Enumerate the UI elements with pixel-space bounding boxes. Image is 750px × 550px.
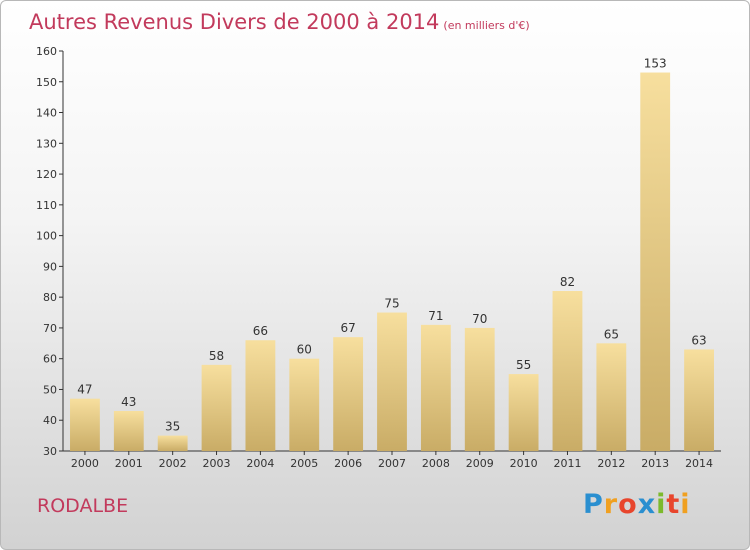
x-tick-label: 2014: [685, 457, 713, 470]
bar-2001: [113, 411, 144, 451]
bar-2012: [596, 343, 627, 451]
logo-letter: i: [656, 489, 667, 520]
y-tick-label: 40: [43, 414, 57, 427]
value-label-2014: 63: [691, 333, 706, 347]
y-axis: 30 40 50 60 70 80 90 100 110 120 130 140 150 160: [36, 45, 64, 458]
x-tick-label: 2013: [641, 457, 669, 470]
location-name: RODALBE: [37, 495, 129, 517]
bar-2006: [333, 337, 364, 451]
logo-letter: r: [603, 489, 619, 520]
x-tick-label: 2000: [71, 457, 99, 470]
value-label-2005: 60: [297, 343, 312, 357]
bars: 47 43 35 58 66 60 67 75 71 70 55 82 65 153 63: [70, 57, 714, 452]
y-tick-label: 160: [36, 45, 57, 58]
value-label-2006: 67: [340, 321, 355, 335]
y-tick-label: 150: [36, 76, 57, 89]
logo-letter: x: [637, 489, 657, 520]
x-tick-label: 2001: [115, 457, 143, 470]
y-tick-label: 80: [43, 291, 57, 304]
x-tick-label: 2009: [466, 457, 494, 470]
bar-2002: [157, 435, 188, 451]
x-tick-label: 2006: [334, 457, 362, 470]
value-label-2013: 153: [644, 57, 667, 71]
bar-2011: [552, 291, 583, 451]
x-tick-label: 2010: [510, 457, 538, 470]
value-label-2001: 43: [121, 395, 136, 409]
x-axis: 2000 2001 2002 2003 2004 2005 2006 2007 2008 2009…: [63, 450, 721, 470]
value-label-2011: 82: [560, 275, 575, 289]
logo-letter: i: [680, 489, 691, 520]
bar-2010: [508, 374, 539, 451]
value-label-2007: 75: [384, 297, 399, 311]
y-tick-label: 70: [43, 322, 57, 335]
y-tick-label: 90: [43, 260, 57, 273]
y-tick-label: 50: [43, 383, 57, 396]
y-tick-label: 100: [36, 230, 57, 243]
x-tick-label: 2007: [378, 457, 406, 470]
y-tick-label: 60: [43, 353, 57, 366]
bar-2007: [377, 312, 407, 451]
value-label-2008: 71: [428, 309, 443, 323]
x-tick-label: 2008: [422, 457, 450, 470]
bar-2000: [70, 398, 100, 451]
value-label-2009: 70: [472, 312, 487, 326]
value-label-2012: 65: [604, 327, 619, 341]
value-label-2002: 35: [165, 420, 180, 434]
value-label-2010: 55: [516, 358, 531, 372]
value-label-2000: 47: [77, 383, 92, 397]
bar-2004: [245, 340, 276, 451]
x-tick-label: 2004: [246, 457, 274, 470]
y-tick-label: 120: [36, 168, 57, 181]
bar-2009: [464, 327, 495, 451]
y-tick-label: 30: [43, 445, 57, 458]
x-tick-label: 2003: [203, 457, 231, 470]
bar-2003: [201, 364, 232, 451]
chart-title: Autres Revenus Divers de 2000 à 2014 (en …: [29, 10, 530, 34]
x-tick-label: 2002: [159, 457, 187, 470]
y-tick-label: 110: [36, 199, 57, 212]
logo-letter: o: [618, 489, 638, 520]
bar-2008: [420, 324, 451, 451]
y-tick-label: 130: [36, 137, 57, 150]
chart-subtitle: (en milliers d'€): [443, 19, 530, 32]
y-tick-label: 140: [36, 107, 57, 120]
value-label-2003: 58: [209, 349, 224, 363]
logo-letter: t: [666, 489, 681, 520]
x-tick-label: 2011: [553, 457, 581, 470]
x-tick-label: 2012: [597, 457, 625, 470]
proxiti-logo[interactable]: Proxiti: [583, 489, 691, 520]
x-tick-label: 2005: [290, 457, 318, 470]
bar-2005: [289, 358, 320, 451]
bar-2013: [640, 72, 671, 452]
bar-2014: [684, 349, 714, 451]
value-label-2004: 66: [253, 324, 268, 338]
logo-letter: P: [583, 489, 604, 520]
